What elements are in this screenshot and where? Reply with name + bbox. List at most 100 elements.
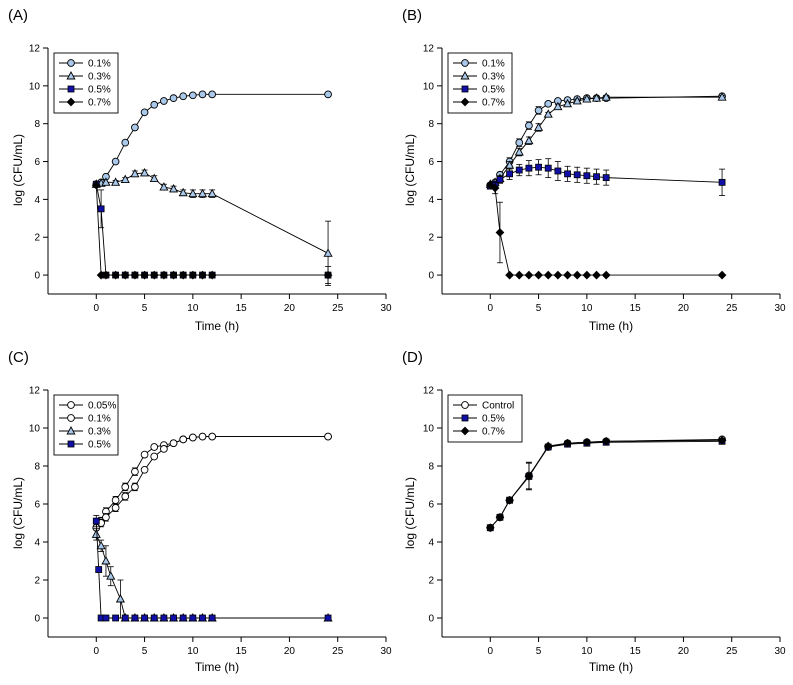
data-point (563, 270, 572, 280)
data-point (140, 450, 149, 459)
x-tick-label: 15 (630, 646, 642, 657)
data-point (91, 529, 101, 538)
data-point (149, 173, 159, 183)
data-point (495, 512, 505, 522)
x-tick-label: 20 (678, 303, 690, 314)
data-point (189, 91, 197, 100)
x-axis-title: Time (h) (589, 319, 633, 333)
data-point (592, 270, 601, 280)
data-point (101, 177, 111, 186)
legend-label: 0.5% (482, 414, 505, 425)
data-point (130, 270, 140, 280)
data-point (324, 614, 332, 622)
series-line (96, 93, 329, 185)
y-tick-label: 6 (34, 157, 40, 168)
x-tick-label: 25 (726, 646, 738, 657)
data-point (140, 108, 149, 117)
data-point (197, 188, 208, 198)
legend-marker (67, 85, 75, 93)
legend-label: 0.3% (88, 427, 111, 438)
y-tick-label: 2 (34, 233, 40, 244)
data-point (717, 92, 727, 101)
data-point (563, 438, 572, 448)
legend-label: 0.7% (482, 98, 505, 109)
data-point (515, 166, 523, 174)
data-point (601, 270, 611, 280)
data-point (149, 270, 159, 280)
series-line (490, 184, 723, 276)
data-point (583, 172, 591, 180)
legend-label: 0.1% (88, 59, 111, 70)
y-tick-label: 0 (428, 614, 434, 625)
series-0.3% (91, 528, 333, 622)
y-tick-label: 0 (34, 614, 40, 625)
y-axis-title: log (CFU/mL) (403, 477, 417, 549)
data-point (525, 121, 533, 130)
y-tick-label: 0 (34, 271, 40, 282)
legend-marker (66, 71, 76, 80)
series-line (95, 185, 329, 276)
legend-marker (461, 85, 469, 93)
data-point (150, 100, 159, 109)
data-point (140, 270, 149, 280)
data-point (582, 437, 592, 447)
data-point (179, 435, 188, 444)
y-tick-label: 8 (34, 119, 40, 130)
series-line (95, 534, 329, 619)
data-point (553, 270, 563, 280)
legend-marker (67, 414, 75, 422)
y-tick-label: 6 (428, 157, 434, 168)
data-point (131, 614, 139, 622)
data-point (111, 177, 121, 186)
y-tick-label: 12 (29, 386, 41, 397)
y-tick-label: 12 (423, 44, 435, 55)
data-point (102, 513, 110, 522)
data-point (169, 94, 178, 102)
legend: 0.1% 0.3% 0.5% 0.7% (447, 52, 513, 114)
data-point (544, 99, 553, 108)
x-tick-label: 30 (774, 303, 786, 314)
x-tick-label: 5 (536, 303, 542, 314)
x-tick-label: 5 (142, 303, 148, 314)
y-tick-label: 12 (29, 44, 41, 55)
data-point (582, 94, 592, 103)
data-point (189, 614, 197, 622)
data-point (130, 168, 140, 178)
data-point (208, 432, 217, 441)
series-line (95, 436, 329, 529)
data-point (553, 101, 563, 111)
data-point (505, 270, 514, 280)
data-point (505, 495, 514, 505)
legend-marker (461, 401, 469, 409)
legend-marker (460, 71, 470, 80)
data-point (179, 614, 187, 622)
data-point (159, 270, 169, 280)
chart-panel-4: (D) 0 5 10 15 20 25 30 0 2 4 6 8 10 12 Time (h) log (CFU… (402, 349, 786, 674)
data-point (178, 187, 188, 197)
legend-marker (460, 97, 470, 107)
data-point (485, 523, 495, 533)
data-point (150, 452, 159, 461)
panel-label: (A) (8, 7, 28, 24)
series-line (489, 438, 723, 529)
x-axis-title: Time (h) (195, 319, 239, 333)
data-point (485, 180, 495, 190)
data-point (91, 180, 101, 190)
data-point (159, 182, 169, 191)
x-tick-label: 0 (94, 303, 100, 314)
data-point (160, 97, 168, 105)
y-tick-label: 10 (423, 81, 435, 92)
data-point (324, 90, 332, 99)
series-0.5% (92, 515, 332, 622)
data-point (602, 174, 610, 182)
x-tick-label: 5 (536, 646, 542, 657)
x-tick-label: 0 (488, 303, 494, 314)
series-line (489, 440, 723, 529)
data-point (198, 90, 207, 99)
legend-marker (461, 414, 469, 422)
y-tick-label: 10 (29, 424, 41, 435)
series-0.5% (486, 158, 726, 197)
data-point (178, 270, 188, 280)
legend-label: 0.5% (482, 85, 505, 96)
data-point (131, 123, 139, 132)
